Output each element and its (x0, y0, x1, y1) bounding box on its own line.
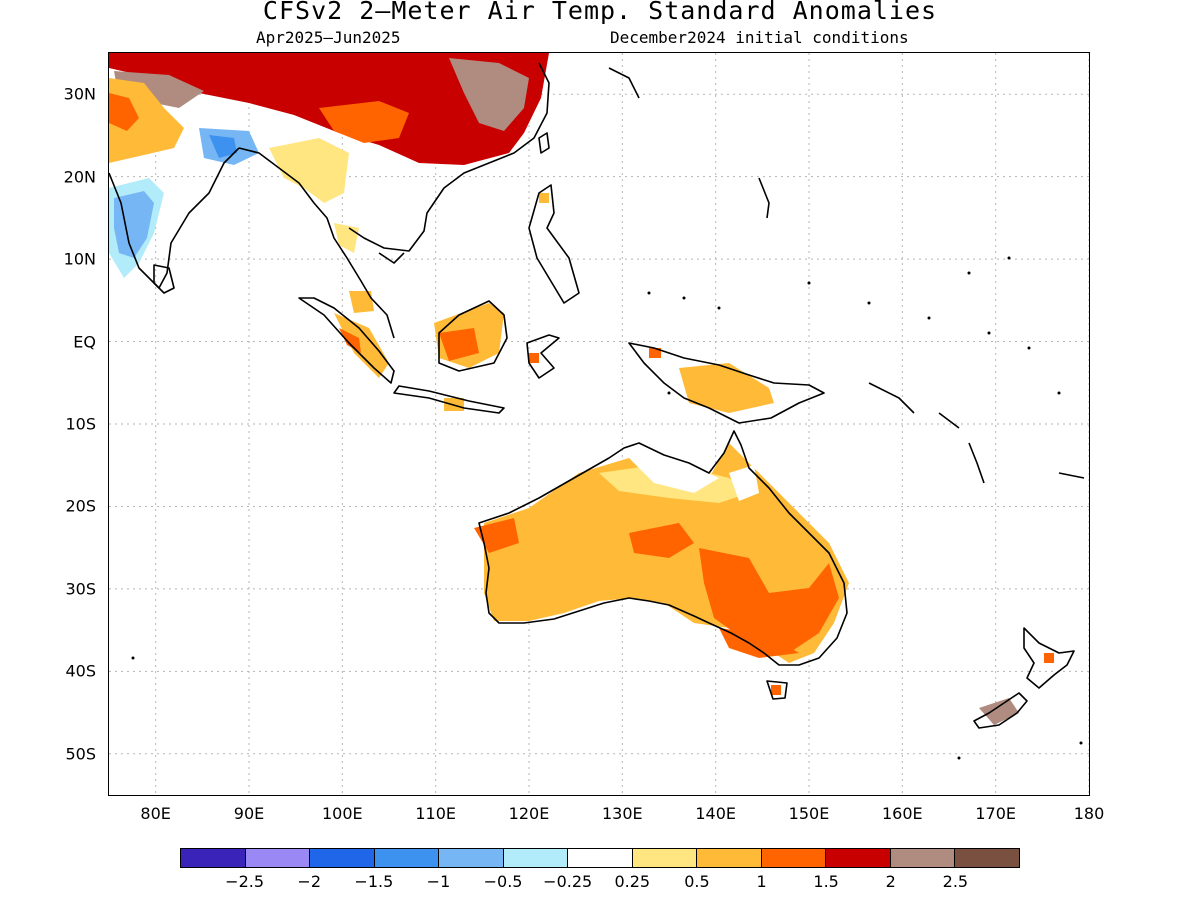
colorbar-swatch (826, 849, 891, 867)
lon-tick-label: 100E (322, 804, 363, 823)
colorbar-swatch (503, 849, 569, 867)
lat-tick-label: 40S (65, 661, 96, 681)
india-west-orange (109, 93, 139, 131)
australia-west-orange (474, 518, 519, 553)
colorbar-label: 0.5 (684, 872, 710, 891)
lon-tick-label: 160E (882, 804, 923, 823)
initial-conditions: December2024 initial conditions (610, 28, 909, 47)
coastlines (109, 62, 1085, 729)
lat-tick-label: 30S (65, 579, 96, 599)
australia-se-orange (719, 628, 799, 658)
bangladesh-cool-2 (209, 135, 237, 158)
colorbar-swatch (310, 849, 375, 867)
colorbar-label: −0.25 (543, 872, 593, 891)
lat-tick-label: 20N (63, 167, 96, 187)
colorbar-swatch (439, 849, 504, 867)
australia-central-orange (629, 523, 694, 558)
colorbar-label: −0.5 (483, 872, 523, 891)
map-canvas (109, 53, 1089, 795)
lon-tick-label: 180 (1073, 804, 1105, 823)
colorbar-swatch (632, 849, 698, 867)
lat-tick-label: 10N (63, 249, 96, 269)
colorbar-swatch (245, 849, 311, 867)
lon-tick-label: 150E (788, 804, 830, 823)
colorbar-label: 1 (756, 872, 767, 891)
malaya-anomaly (349, 291, 374, 313)
colorbar-label: 2 (885, 872, 896, 891)
philippines-spot (539, 193, 549, 203)
colorbar-swatch (890, 849, 956, 867)
nz-north-spot (1044, 653, 1054, 663)
colorbar-label: −2 (297, 872, 322, 891)
india-cool-2 (114, 191, 154, 258)
colorbar-label: 2.5 (942, 872, 969, 891)
new-guinea-anomaly (679, 363, 774, 413)
lon-tick-label: 120E (508, 804, 550, 823)
colorbar-label: −1.5 (354, 872, 394, 891)
tasmania-spot (771, 685, 781, 695)
colorbar-swatch (374, 849, 440, 867)
colorbar-swatch (761, 849, 827, 867)
anomaly-shading (109, 53, 1054, 725)
south-china-orange (319, 101, 409, 143)
australia-north-white (629, 458, 719, 493)
colorbar-label: 1.5 (813, 872, 839, 891)
colorbar-label: −1 (426, 872, 451, 891)
nz-south-anomaly (979, 698, 1019, 725)
lat-tick-label: EQ (73, 332, 96, 352)
lon-tick-label: 80E (140, 804, 171, 823)
colorbar-swatch (697, 849, 762, 867)
lat-tick-label: 10S (65, 414, 96, 434)
borneo-orange (439, 328, 479, 361)
colorbar-swatch (955, 849, 1019, 867)
lon-tick-label: 170E (975, 804, 1016, 823)
colorbar-swatch (181, 849, 246, 867)
sumatra-anomaly (334, 313, 389, 378)
lon-tick-label: 110E (415, 804, 456, 823)
pacific-islands (131, 256, 1083, 760)
lon-tick-label: 90E (233, 804, 265, 823)
myanmar-anomaly (269, 138, 349, 203)
thailand-anomaly (334, 223, 359, 253)
gridlines (109, 53, 1089, 795)
forecast-period: Apr2025–Jun2025 (256, 28, 401, 47)
anomaly-map (109, 53, 1089, 795)
lat-tick-label: 20S (65, 496, 96, 516)
sumatra-orange (339, 328, 361, 353)
colorbar (180, 848, 1020, 868)
colorbar-swatch (568, 849, 633, 867)
australia-east-orange (699, 548, 839, 653)
colorbar-label: 0.25 (614, 872, 651, 891)
lat-tick-label: 50S (65, 744, 96, 764)
australia-cape-white (729, 465, 759, 501)
lat-tick-label: 30N (63, 84, 96, 104)
lon-tick-label: 140E (695, 804, 736, 823)
central-china-anomaly (449, 58, 529, 131)
colorbar-label: −2.5 (225, 872, 265, 891)
tibet-anomaly (114, 71, 204, 108)
map-title: CFSv2 2–Meter Air Temp. Standard Anomali… (262, 0, 938, 25)
lon-tick-label: 130E (602, 804, 643, 823)
new-guinea-orange (649, 348, 661, 358)
sulawesi-spot (529, 353, 539, 363)
